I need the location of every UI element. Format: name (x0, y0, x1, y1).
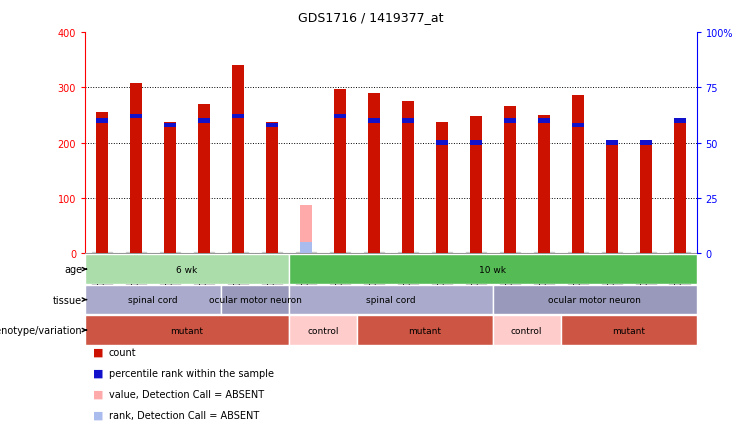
Bar (85, 255, 289, 284)
Bar (221, 285, 289, 315)
Bar (572, 123, 584, 128)
Bar (165, 123, 176, 254)
Text: percentile rank within the sample: percentile rank within the sample (109, 368, 274, 378)
Text: count: count (109, 347, 136, 357)
Text: mutant: mutant (612, 326, 645, 335)
Bar (266, 123, 278, 254)
Bar (85, 316, 289, 345)
Bar (368, 93, 380, 254)
Bar (470, 117, 482, 254)
Bar (470, 141, 482, 145)
Bar (300, 243, 312, 254)
Bar (368, 119, 380, 123)
Text: ■: ■ (93, 389, 103, 399)
Text: spinal cord: spinal cord (366, 296, 416, 304)
Bar (538, 115, 550, 254)
Bar (504, 107, 516, 254)
Bar (266, 123, 278, 128)
Text: 6 wk: 6 wk (176, 265, 198, 274)
Text: ocular motor neuron: ocular motor neuron (548, 296, 641, 304)
Bar (561, 316, 697, 345)
Text: age: age (64, 265, 82, 274)
Text: tissue: tissue (53, 295, 82, 305)
Text: spinal cord: spinal cord (128, 296, 178, 304)
Text: 10 wk: 10 wk (479, 265, 506, 274)
Bar (402, 119, 413, 123)
Bar (300, 205, 312, 254)
Bar (538, 119, 550, 123)
Text: control: control (308, 326, 339, 335)
Text: value, Detection Call = ABSENT: value, Detection Call = ABSENT (109, 389, 264, 399)
Bar (674, 123, 685, 254)
Bar (493, 285, 697, 315)
Bar (674, 119, 685, 123)
Bar (289, 255, 697, 284)
Bar (639, 141, 651, 145)
Bar (639, 145, 651, 254)
Bar (198, 105, 210, 254)
Bar (96, 119, 108, 123)
Bar (232, 66, 244, 254)
Text: ■: ■ (93, 410, 103, 420)
Bar (504, 119, 516, 123)
Bar (436, 123, 448, 254)
Text: rank, Detection Call = ABSENT: rank, Detection Call = ABSENT (109, 410, 259, 420)
Bar (289, 316, 357, 345)
Bar (402, 102, 413, 254)
Bar (130, 83, 142, 254)
Bar (605, 141, 617, 145)
Bar (334, 115, 346, 119)
Bar (198, 119, 210, 123)
Bar (334, 89, 346, 254)
Bar (357, 316, 493, 345)
Bar (85, 285, 221, 315)
Text: control: control (511, 326, 542, 335)
Bar (436, 141, 448, 145)
Text: GDS1716 / 1419377_at: GDS1716 / 1419377_at (298, 11, 443, 24)
Bar (165, 123, 176, 128)
Text: ocular motor neuron: ocular motor neuron (208, 296, 302, 304)
Bar (96, 113, 108, 254)
Text: ■: ■ (93, 368, 103, 378)
Bar (493, 316, 561, 345)
Bar (232, 115, 244, 119)
Text: ■: ■ (93, 347, 103, 357)
Text: mutant: mutant (408, 326, 442, 335)
Bar (289, 285, 493, 315)
Text: mutant: mutant (170, 326, 204, 335)
Text: genotype/variation: genotype/variation (0, 326, 82, 335)
Bar (572, 96, 584, 254)
Bar (605, 145, 617, 254)
Bar (130, 115, 142, 119)
